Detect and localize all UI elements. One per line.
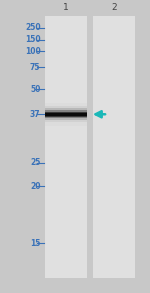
- Bar: [45, 110, 87, 118]
- Text: 15: 15: [30, 239, 40, 248]
- Text: 100: 100: [25, 47, 40, 56]
- Text: 2: 2: [111, 3, 117, 12]
- Bar: [45, 112, 87, 117]
- Bar: [45, 103, 87, 126]
- Text: 37: 37: [30, 110, 40, 119]
- Text: 50: 50: [30, 85, 40, 94]
- Text: 25: 25: [30, 158, 40, 167]
- Bar: [93, 16, 135, 278]
- Text: 250: 250: [25, 23, 40, 32]
- Text: 1: 1: [63, 3, 69, 12]
- Bar: [45, 113, 87, 116]
- Text: 75: 75: [30, 63, 40, 72]
- Text: 150: 150: [25, 35, 40, 44]
- Bar: [45, 16, 87, 278]
- Bar: [45, 106, 87, 122]
- Bar: [45, 108, 87, 120]
- Text: 20: 20: [30, 182, 40, 190]
